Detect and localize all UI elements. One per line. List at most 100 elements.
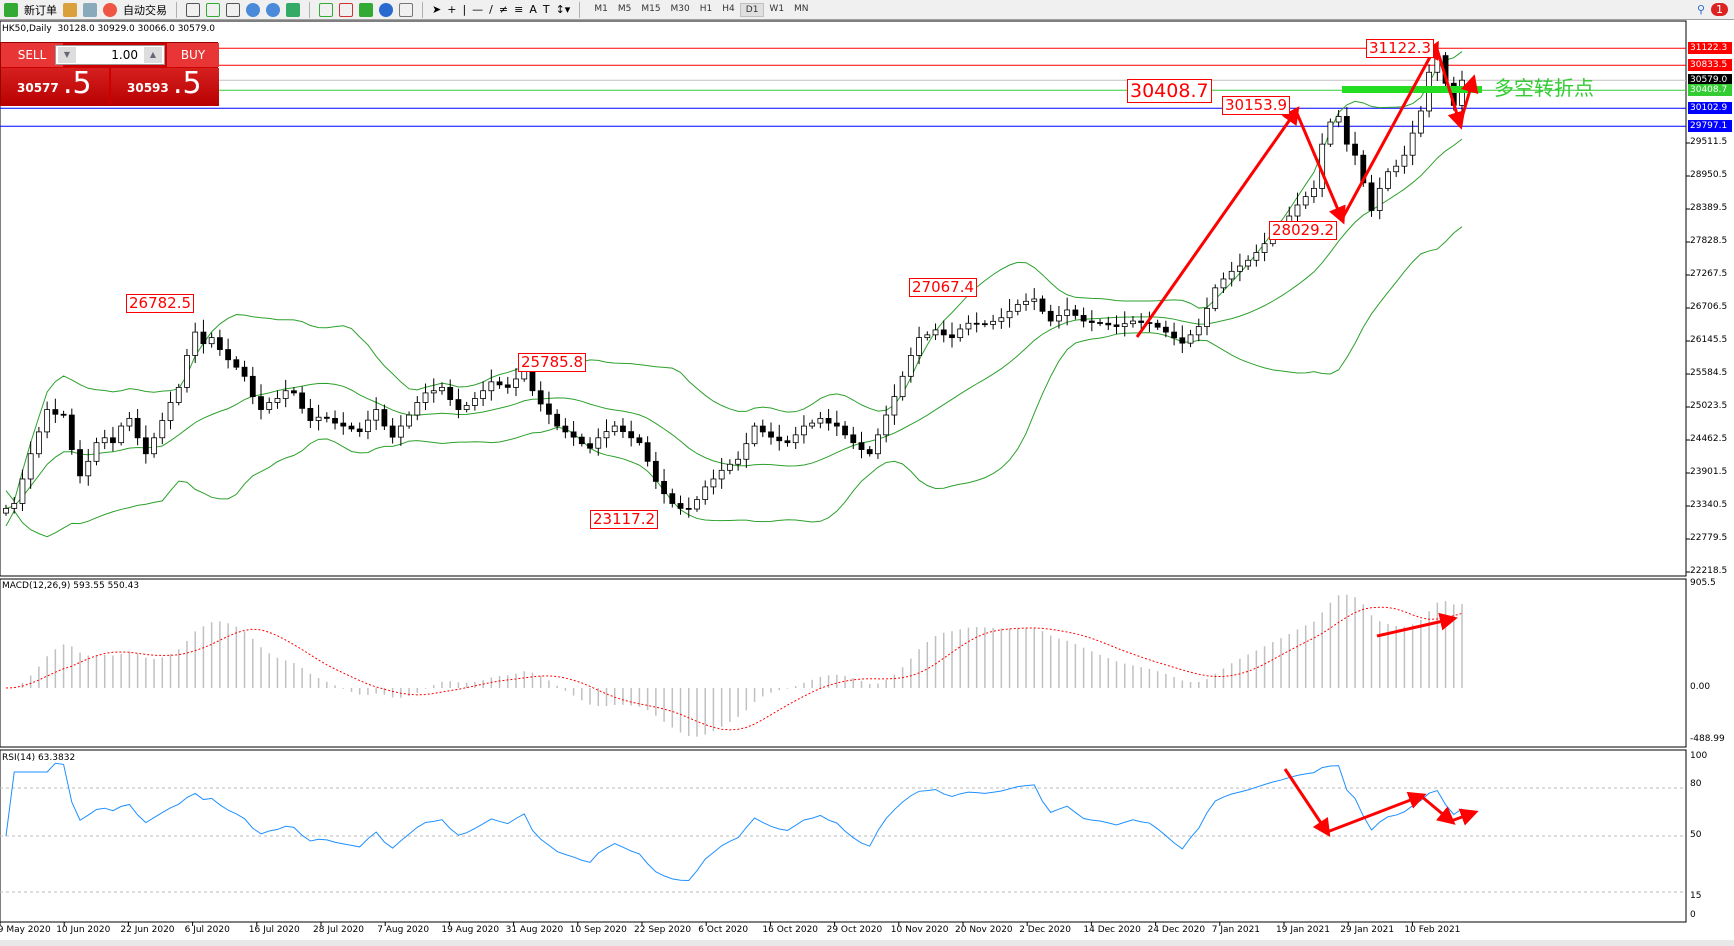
lot-size-input[interactable]: 1.00 ▼ ▲: [55, 45, 165, 65]
horizontal-line-icon[interactable]: —: [472, 3, 484, 16]
chart-shift-icon[interactable]: [319, 2, 333, 17]
candle-bull: [274, 398, 281, 403]
candle-bull: [990, 320, 997, 325]
price-annotation[interactable]: 28029.2: [1269, 221, 1338, 240]
candle-bear: [1343, 116, 1350, 145]
timeframe-m5[interactable]: M5: [617, 3, 632, 14]
vertical-line-icon[interactable]: |: [462, 3, 467, 16]
timeframe-m1[interactable]: M1: [594, 3, 608, 14]
candle-bull: [365, 419, 371, 433]
price-annotation[interactable]: 31122.3: [1366, 39, 1435, 58]
buy-price-button[interactable]: 30593 .5: [111, 66, 219, 106]
candle-bull: [27, 453, 34, 480]
price-annotation[interactable]: 30153.9: [1222, 96, 1291, 115]
trend-arrow: [1376, 612, 1458, 638]
price-axis-label: 27267.5: [1690, 269, 1728, 279]
trendline-icon[interactable]: /: [489, 3, 493, 16]
candle-bear: [134, 417, 141, 439]
candle-bull: [1014, 304, 1021, 312]
auto-trading-button[interactable]: 自动交易: [123, 3, 167, 17]
line-chart-icon[interactable]: [226, 2, 240, 17]
candle-bull: [1294, 204, 1301, 217]
candle-bull: [1409, 132, 1416, 156]
candle-bear: [776, 436, 783, 442]
indicators-icon[interactable]: [359, 2, 373, 17]
sell-button[interactable]: SELL: [1, 43, 63, 67]
text-label-icon[interactable]: T: [542, 3, 550, 16]
lot-increase-icon[interactable]: ▲: [144, 47, 162, 63]
candle-bear: [866, 449, 873, 455]
candle-bull: [513, 378, 519, 388]
timeframe-m15[interactable]: M15: [641, 3, 661, 14]
tile-windows-icon[interactable]: [286, 2, 300, 17]
candle-bull: [397, 425, 404, 438]
timeframe-h1[interactable]: H1: [699, 3, 713, 14]
search-icon[interactable]: ⚲: [1696, 3, 1705, 16]
time-axis-label: 14 Dec 2020: [1083, 925, 1141, 935]
candle-bear: [1047, 310, 1054, 322]
candle-bear: [389, 425, 396, 438]
autoscroll-icon[interactable]: [339, 2, 353, 17]
timeframe-mn[interactable]: MN: [794, 3, 809, 14]
candle-bear: [233, 359, 240, 368]
text-icon[interactable]: A: [529, 3, 537, 16]
periods-icon[interactable]: [379, 2, 393, 17]
timeframe-m30[interactable]: M30: [670, 3, 690, 14]
candle-bull: [3, 507, 9, 514]
price-annotation[interactable]: 25785.8: [518, 353, 587, 372]
auto-trading-icon[interactable]: [103, 2, 117, 17]
timeframe-d1[interactable]: D1: [739, 2, 765, 17]
arrows-icon[interactable]: ↕▾: [555, 3, 571, 16]
candle-bull: [422, 392, 429, 403]
fibonacci-icon[interactable]: ≡: [514, 3, 524, 16]
buy-button[interactable]: BUY: [167, 43, 219, 67]
candle-bull: [1385, 171, 1391, 189]
zoom-in-icon[interactable]: [246, 2, 260, 17]
lot-decrease-icon[interactable]: ▼: [58, 47, 76, 63]
candle-bear: [291, 390, 297, 394]
candle-bull: [1245, 259, 1252, 267]
notification-badge[interactable]: 1: [1711, 3, 1728, 16]
bar-chart-icon[interactable]: [186, 2, 200, 17]
market-watch-icon[interactable]: [63, 2, 77, 17]
timeframe-w1[interactable]: W1: [769, 3, 785, 14]
candle-bear: [1088, 320, 1095, 323]
new-order-button[interactable]: 新订单: [24, 3, 57, 17]
templates-icon[interactable]: [399, 2, 413, 17]
candle-bull: [44, 409, 51, 433]
sell-price-button[interactable]: 30577 .5: [1, 66, 109, 106]
candle-bull: [718, 469, 725, 480]
timeframe-h4[interactable]: H4: [722, 3, 735, 14]
candle-bull: [817, 417, 824, 424]
turning-point-label[interactable]: 多空转折点: [1494, 76, 1594, 100]
cursor-icon[interactable]: ➤: [432, 3, 442, 16]
price-annotation[interactable]: 30408.7: [1127, 79, 1212, 103]
time-axis-label: 2 Dec 2020: [1019, 925, 1071, 935]
channel-icon[interactable]: ≠: [498, 3, 509, 16]
candle-bull: [875, 434, 881, 455]
price-axis-label: 26706.5: [1690, 302, 1728, 312]
time-axis-label: 29 May 2020: [0, 925, 51, 935]
crosshair-icon[interactable]: +: [447, 3, 457, 16]
candle-bear: [578, 436, 585, 445]
navigator-icon[interactable]: [83, 2, 97, 17]
candle-bull: [1056, 315, 1062, 322]
candle-bear: [68, 414, 75, 450]
candle-bull: [735, 458, 742, 465]
new-order-icon[interactable]: [4, 2, 18, 17]
price-annotation[interactable]: 26782.5: [126, 294, 195, 313]
bollinger-middle: [5, 138, 1463, 509]
candle-bear: [759, 425, 766, 433]
rsi-line: [5, 762, 1463, 881]
price-annotation[interactable]: 23117.2: [590, 510, 659, 529]
trend-arrow: [1434, 45, 1466, 130]
price-line-label: 30833.5: [1688, 59, 1732, 72]
candlestick-icon[interactable]: [206, 2, 220, 17]
time-axis-label: 6 Jul 2020: [184, 925, 230, 935]
candle-bear: [833, 422, 840, 427]
candle-bull: [266, 402, 273, 410]
zoom-out-icon[interactable]: [266, 2, 280, 17]
candle-bull: [488, 381, 495, 392]
price-annotation[interactable]: 27067.4: [909, 278, 978, 297]
